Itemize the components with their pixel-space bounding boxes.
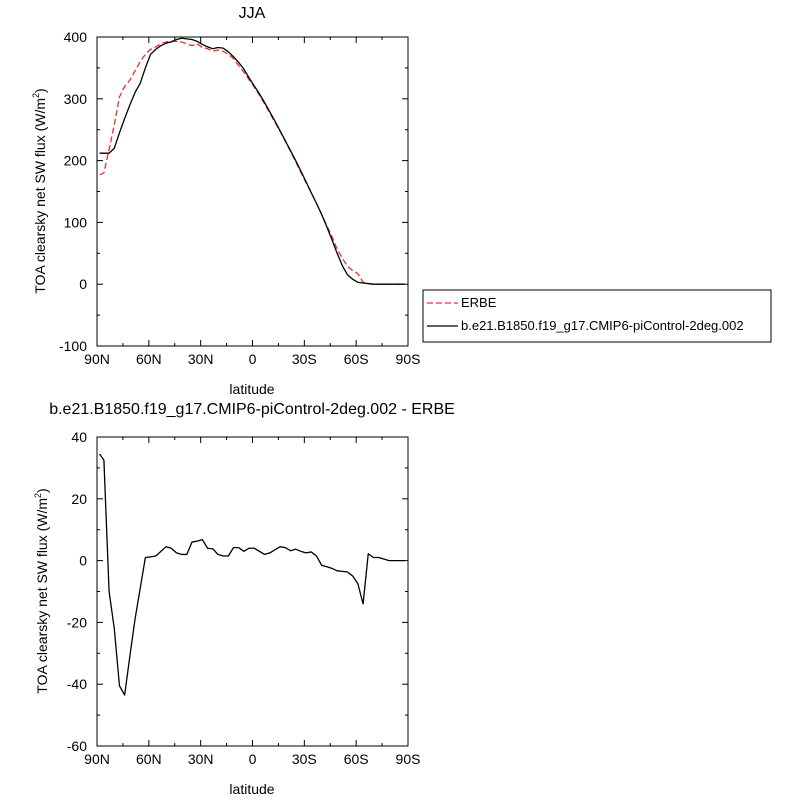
legend: ERBE b.e21.B1850.f19_g17.CMIP6-piControl… [422,289,772,343]
bottom-x-tick-label: 0 [249,751,257,767]
top-x-tick-label: 90S [396,351,421,367]
bottom-chart-title: b.e21.B1850.f19_g17.CMIP6-piControl-2deg… [49,401,455,418]
bottom-y-tick-label: 0 [79,553,87,569]
top-chart-title: JJA [239,5,266,22]
top-x-tick-label: 30N [188,351,214,367]
bottom-x-tick-label: 60S [344,751,369,767]
bottom-series-difference-line [99,453,405,696]
top-y-tick-label: 100 [64,214,88,230]
top-x-tick-label: 90N [84,351,110,367]
top-y-tick-label: 200 [64,153,88,169]
bottom-y-tick-label: -40 [67,676,87,692]
top-chart: JJA 90N 60N 30N 0 30S 60S 90S -100 0 100 200 300 400… [31,5,772,397]
top-y-axis-label-end: ) [32,88,48,93]
bottom-y-tick-label: -20 [67,614,87,630]
top-y-tick-label: 300 [64,91,88,107]
bottom-x-tick-label: 60N [136,751,162,767]
top-y-axis-label: TOA clearsky net SW flux (W/m2) [31,88,48,293]
legend-box [422,289,772,343]
top-y-tick-label: 0 [79,276,87,292]
top-series-erbe-line [99,40,405,285]
bottom-y-axis-label-main: TOA clearsky net SW flux (W/m [34,498,50,694]
bottom-chart: b.e21.B1850.f19_g17.CMIP6-piControl-2deg… [33,401,455,797]
bottom-x-tick-label: 90S [396,751,421,767]
top-y-tick-label: 400 [64,29,88,45]
bottom-y-axis-label-end: ) [34,488,50,493]
top-x-tick-label: 60N [136,351,162,367]
bottom-y-tick-label: -60 [67,738,87,754]
bottom-x-tick-label: 30S [292,751,317,767]
bottom-frame [96,436,409,747]
top-y-axis-label-sup: 2 [31,93,41,98]
legend-model-label: b.e21.B1850.f19_g17.CMIP6-piControl-2deg… [461,318,744,333]
top-series-model-line [99,37,405,285]
bottom-y-axis-label: TOA clearsky net SW flux (W/m2) [33,488,50,693]
top-x-tick-label: 30S [292,351,317,367]
top-plot-area: 90N 60N 30N 0 30S 60S 90S -100 0 100 200 300 400 [59,29,420,367]
bottom-y-axis-label-sup: 2 [33,493,43,498]
bottom-y-tick-label: 20 [71,491,87,507]
top-y-axis-label-main: TOA clearsky net SW flux (W/m [32,98,48,294]
legend-erbe-label: ERBE [461,295,497,310]
top-y-tick-label: -100 [59,338,87,354]
bottom-plot-area: 90N 60N 30N 0 30S 60S 90S -60 -40 -20 0 20 40 [67,429,421,767]
bottom-x-axis-label: latitude [229,781,274,797]
top-x-axis-label: latitude [229,381,274,397]
bottom-x-tick-label: 90N [84,751,110,767]
top-x-tick-label: 0 [249,351,257,367]
bottom-x-tick-label: 30N [188,751,214,767]
bottom-y-tick-label: 40 [71,429,87,445]
top-x-tick-label: 60S [344,351,369,367]
